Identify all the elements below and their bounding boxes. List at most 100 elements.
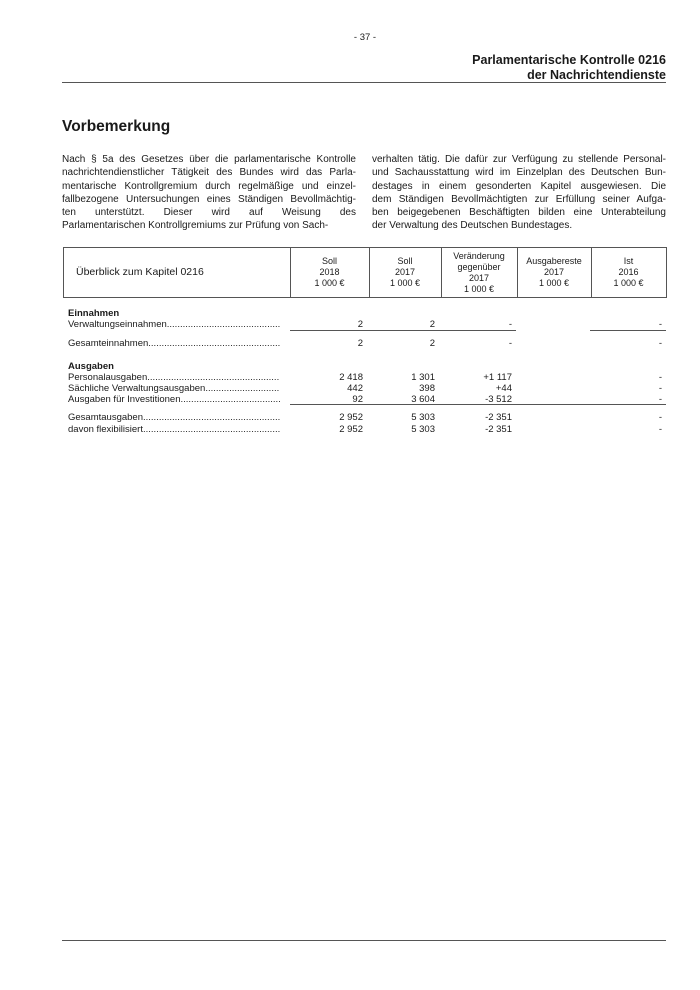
column-header-line: Soll [397, 256, 413, 266]
leader-dots: ........................................… [180, 394, 281, 405]
cell-soll2018: 2 [357, 338, 363, 349]
sum-rule [290, 404, 666, 405]
leader-dots: ........................................… [143, 412, 280, 423]
section-heading-label: Ausgaben [68, 361, 114, 372]
cell-soll2017: 2 [429, 338, 435, 349]
column-header: Soll 2017 1 000 € [369, 248, 441, 297]
sum-rule [290, 330, 516, 331]
body-column-left: Nach § 5a des Gesetzes über die parlamen… [62, 153, 356, 233]
cell-soll2017: 5 303 [411, 424, 435, 435]
cell-soll2018: 92 [352, 394, 363, 405]
section-heading: Einnahmen [68, 308, 666, 320]
cell-soll2018: 442 [347, 383, 363, 394]
column-header-line: 1 000 € [538, 278, 569, 288]
body-column-right: verhalten tätig. Die dafür zur Verfügung… [372, 153, 666, 233]
text-line: nachrichtendienstlicher Tätigkeit des Bu… [62, 167, 356, 179]
column-header-line: Ist [623, 256, 634, 266]
leader-dots: ........................................… [148, 338, 280, 349]
cell-soll2018: 2 952 [339, 424, 363, 435]
text-line: Nach § 5a des Gesetzes über die parlamen… [62, 154, 356, 165]
cell-ist2016: - [658, 338, 662, 349]
table-row: davon flexibilisiert....................… [68, 424, 666, 436]
cell-veraenderung: -2 351 [485, 412, 512, 423]
text-line: destages in einem gesonderten Kapitel au… [372, 180, 666, 192]
column-header-line: 2018 [319, 267, 340, 277]
column-header-line: gegenüber [457, 261, 501, 272]
cell-soll2018: 2 418 [339, 372, 363, 383]
column-header-line: Veränderung [453, 250, 505, 261]
row-label: Gesamtausgaben [68, 412, 143, 423]
sum-rule [590, 330, 666, 331]
cell-soll2017: 398 [419, 383, 435, 394]
row-label: Ausgaben für Investitionen [68, 394, 181, 405]
cell-veraenderung: +44 [495, 383, 512, 394]
cell-veraenderung: +1 117 [483, 372, 512, 383]
table-row: Gesamteinnahmen.........................… [68, 338, 666, 350]
cell-soll2017: 5 303 [411, 412, 435, 423]
row-label-wrap: Ausgaben für Investitionen..............… [68, 394, 280, 405]
text-line: verhalten tätig. Die dafür zur Verfügung… [372, 154, 666, 165]
column-divider [517, 248, 518, 297]
table-row: Verwaltungseinnahmen....................… [68, 319, 666, 331]
row-label: Sächliche Verwaltungsausgaben [68, 383, 206, 394]
header-rule [62, 82, 666, 83]
table-header: Überblick zum Kapitel 0216 Soll 2018 1 000… [63, 247, 667, 298]
cell-soll2017: 2 [429, 319, 435, 330]
table-title: Überblick zum Kapitel 0216 [76, 266, 204, 278]
row-label-wrap: Verwaltungseinnahmen....................… [68, 319, 280, 330]
table-row: Ausgaben für Investitionen..............… [68, 394, 666, 406]
cell-soll2017: 1 301 [411, 372, 435, 383]
row-label: davon flexibilisiert [68, 424, 143, 435]
text-line: und Sachausstattung wird im Einzelplan d… [372, 167, 666, 179]
text-line: fallbezogene Untersuchungen eines Ständi… [62, 193, 356, 205]
row-label: Verwaltungseinnahmen [68, 319, 167, 330]
cell-ist2016: - [658, 412, 662, 423]
cell-ist2016: - [658, 394, 662, 405]
row-label-wrap: Personalausgaben........................… [68, 372, 280, 383]
row-label-wrap: davon flexibilisiert....................… [68, 424, 280, 435]
column-header-line: 2017 [468, 272, 489, 283]
cell-soll2017: 3 604 [411, 394, 435, 405]
section-heading-label: Einnahmen [68, 308, 120, 319]
table-row: Personalausgaben........................… [68, 372, 666, 384]
row-label-wrap: Gesamteinnahmen.........................… [68, 338, 280, 349]
text-line: dem Ständigen Bevollmächtigten zur Erfül… [372, 193, 666, 205]
text-line: ten unterstützt. Dieser wird auf Weisung… [62, 207, 356, 219]
row-label-wrap: Sächliche Verwaltungsausgaben...........… [68, 383, 280, 394]
cell-ist2016: - [658, 383, 662, 394]
column-header-line: 1 000 € [463, 283, 494, 294]
header-title-line2: der Nachrichtendienste [527, 68, 666, 82]
footer-rule [62, 940, 666, 941]
column-header-line: Soll [321, 256, 337, 266]
column-header-line: 2016 [618, 267, 639, 277]
table-row: Sächliche Verwaltungsausgaben...........… [68, 383, 666, 395]
column-header-line: 2017 [394, 267, 416, 277]
page-number: - 37 - [353, 32, 377, 43]
leader-dots: ........................................… [166, 319, 280, 330]
cell-ist2016: - [658, 424, 662, 435]
leader-dots: ........................................… [142, 424, 280, 435]
column-divider [441, 248, 442, 297]
text-line: ben beigegebenen Beschäftigten bilden ei… [372, 207, 666, 219]
text-line: der Verwaltung des Deutschen Bundestages… [372, 220, 573, 232]
row-label-wrap: Gesamtausgaben..........................… [68, 412, 280, 423]
leader-dots: ........................................… [205, 383, 280, 394]
cell-veraenderung: - [508, 319, 512, 330]
cell-veraenderung: -3 512 [485, 394, 512, 405]
cell-veraenderung: - [508, 338, 512, 349]
header-title-line1: Parlamentarische Kontrolle 0216 [472, 53, 666, 67]
text-line: Parlamentarischen Kontrollgremiums zur P… [62, 220, 329, 232]
table-row: Gesamtausgaben..........................… [68, 412, 666, 424]
cell-soll2018: 2 [357, 319, 363, 330]
leader-dots: ........................................… [147, 372, 280, 383]
column-header: Ist 2016 1 000 € [591, 248, 666, 297]
section-heading: Ausgaben [68, 361, 666, 373]
cell-ist2016: - [658, 319, 662, 330]
column-header-line: Ausgabereste [526, 256, 582, 266]
row-label: Personalausgaben [68, 372, 148, 383]
column-header: Soll 2018 1 000 € [290, 248, 369, 297]
row-label: Gesamteinnahmen [68, 338, 149, 349]
column-header: Veränderung gegenüber 2017 1 000 € [441, 248, 517, 297]
column-header-line: 1 000 € [613, 278, 644, 288]
column-divider [369, 248, 370, 297]
